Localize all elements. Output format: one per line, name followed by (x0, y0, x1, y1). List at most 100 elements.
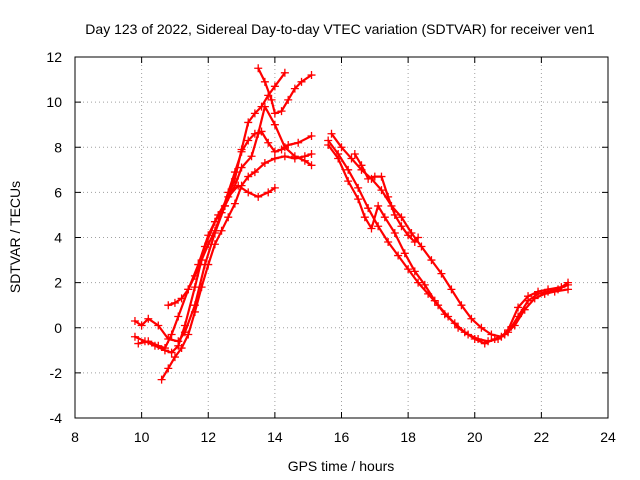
data-point (404, 265, 413, 274)
data-point (280, 68, 289, 77)
data-point (230, 168, 239, 177)
data-point (430, 296, 439, 305)
data-point (284, 140, 293, 149)
data-point (337, 143, 346, 152)
data-point (144, 337, 153, 346)
data-point (204, 231, 213, 240)
series-trace (137, 184, 276, 350)
data-point (487, 330, 496, 339)
data-point (264, 188, 273, 197)
x-axis-ticks: 8 10 12 14 16 18 20 22 24 (71, 57, 616, 445)
data-point (190, 271, 199, 280)
data-point (390, 210, 399, 219)
data-point (177, 344, 186, 353)
series-arc-6 (254, 64, 316, 118)
data-point (380, 213, 389, 222)
x-tick-label: 16 (334, 429, 350, 445)
data-point (477, 323, 486, 332)
data-point (364, 174, 373, 183)
data-point (157, 375, 166, 384)
data-point (210, 226, 219, 235)
data-point (354, 183, 363, 192)
data-point (524, 292, 533, 301)
data-point (197, 283, 206, 292)
data-point (384, 192, 393, 201)
data-point (180, 321, 189, 330)
data-point (267, 95, 276, 104)
grid-lines (75, 57, 608, 418)
data-point (130, 332, 139, 341)
data-point (564, 278, 573, 287)
data-point (350, 150, 359, 159)
data-point (204, 260, 213, 269)
data-point (224, 213, 233, 222)
y-tick-label: 4 (54, 230, 62, 246)
y-tick-label: -2 (50, 365, 63, 381)
data-point (404, 231, 413, 240)
data-point (164, 364, 173, 373)
data-point (170, 298, 179, 307)
data-point (154, 321, 163, 330)
data-point (130, 316, 139, 325)
data-point (217, 208, 226, 217)
data-point (260, 159, 269, 168)
series-arc-10 (350, 150, 423, 247)
data-point (164, 301, 173, 310)
data-point (144, 314, 153, 323)
data-point (514, 303, 523, 312)
data-point (437, 269, 446, 278)
x-tick-label: 8 (71, 429, 79, 445)
data-point (400, 249, 409, 258)
data-point (167, 348, 176, 357)
data-point (244, 136, 253, 145)
data-point (250, 129, 259, 138)
data-point (190, 307, 199, 316)
x-tick-label: 22 (534, 429, 550, 445)
data-point (410, 238, 419, 247)
data-point (270, 120, 279, 129)
data-point (414, 278, 423, 287)
data-point (297, 77, 306, 86)
data-point (374, 201, 383, 210)
data-point (250, 109, 259, 118)
data-point (544, 285, 553, 294)
data-point (237, 181, 246, 190)
data-point (307, 131, 316, 140)
data-point (270, 183, 279, 192)
y-tick-label: 12 (46, 49, 62, 65)
series-trace (330, 132, 570, 338)
x-tick-label: 14 (267, 429, 283, 445)
data-point (427, 256, 436, 265)
data-point (280, 152, 289, 161)
data-point (390, 228, 399, 237)
data-point (480, 339, 489, 348)
y-tick-label: -4 (50, 410, 63, 426)
data-point (564, 285, 573, 294)
data-point (470, 335, 479, 344)
series-trace (327, 143, 570, 345)
data-point (237, 147, 246, 156)
data-point (174, 312, 183, 321)
chart-title: Day 123 of 2022, Sidereal Day-to-day VTE… (85, 21, 595, 37)
data-point (410, 267, 419, 276)
y-tick-label: 0 (54, 320, 62, 336)
data-point (397, 222, 406, 231)
y-axis-label: SDTVAR / TECUs (7, 181, 23, 293)
data-point (237, 163, 246, 172)
data-point (244, 188, 253, 197)
data-series (130, 64, 573, 384)
data-point (344, 177, 353, 186)
data-point (364, 204, 373, 213)
y-tick-label: 10 (46, 94, 62, 110)
y-tick-label: 8 (54, 139, 62, 155)
data-point (284, 95, 293, 104)
data-point (264, 138, 273, 147)
data-point (327, 129, 336, 138)
data-point (254, 192, 263, 201)
data-point (307, 161, 316, 170)
data-point (367, 224, 376, 233)
data-point (324, 140, 333, 149)
data-point (244, 118, 253, 127)
x-tick-label: 18 (400, 429, 416, 445)
data-point (557, 283, 566, 292)
